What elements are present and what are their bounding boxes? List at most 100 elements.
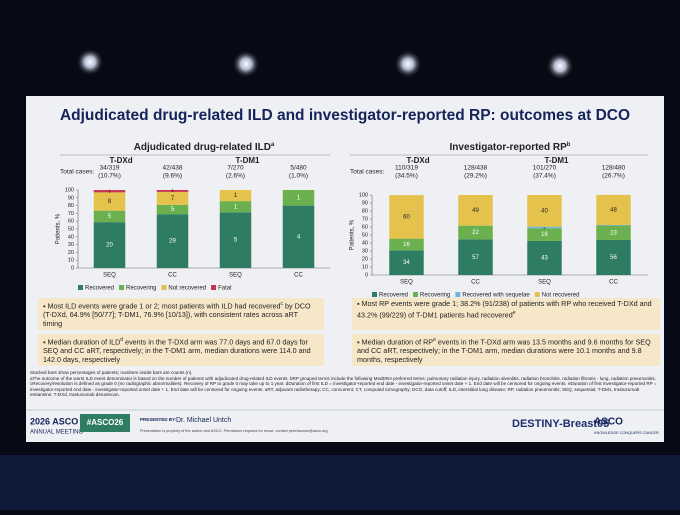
count-label: 16	[541, 232, 548, 238]
total-cases: (2.6%)	[226, 173, 245, 180]
legend-label: Recovered with sequelae	[462, 293, 530, 299]
bullet-box: ▪ Most ILD events were grade 1 or 2; mos…	[38, 298, 324, 330]
bar-segment	[156, 190, 189, 192]
x-tick-label: CC	[294, 273, 303, 279]
count-label: 40	[541, 208, 548, 214]
count-label: 23	[610, 230, 617, 236]
bullet-text: Most RP events were grade 1; 38.2% (91/2…	[357, 299, 652, 319]
bar-segment	[596, 224, 631, 226]
bullet: ▪	[357, 299, 362, 308]
x-tick-label: CC	[471, 280, 480, 286]
bullet-text: Median duration of ILD	[47, 337, 121, 347]
chart-title-text: Investigator-reported RP	[450, 142, 568, 153]
chart: Investigator-reported RPb Total cases: T-D…	[350, 142, 648, 299]
superscript: a	[271, 142, 275, 148]
bullet-box: ▪ Median duration of ILDd events in the …	[38, 334, 324, 366]
org-name: ASCO	[594, 417, 623, 428]
bar-segment	[156, 191, 189, 205]
legend-swatch	[534, 292, 540, 297]
hashtag: #ASCO26	[87, 418, 124, 427]
x-tick-label: SEQ	[538, 280, 551, 286]
y-tick-label: 70	[68, 211, 74, 217]
count-label: 34	[403, 260, 410, 266]
count-label: 8	[108, 199, 112, 205]
superscript: c	[280, 301, 283, 307]
count-label: 16	[403, 242, 410, 248]
group-label: T-DXd	[407, 156, 430, 165]
total-cases: (29.2%)	[464, 173, 487, 180]
bar-segment	[93, 210, 126, 223]
total-cases-label: Total cases:	[60, 169, 95, 176]
count-label: 4	[297, 234, 301, 240]
x-tick-label: CC	[168, 273, 177, 279]
hashtag-badge	[80, 414, 130, 432]
total-cases: (1.0%)	[289, 173, 308, 180]
bullet: ▪	[43, 301, 48, 311]
trial-name: DESTINY-Breast05	[512, 418, 609, 430]
presenter: Dr. Michael Untch	[176, 417, 231, 424]
bar-segment	[219, 190, 252, 202]
chart-title-text: Adjudicated drug-related ILD	[134, 142, 271, 153]
y-tick-label: 40	[362, 240, 368, 246]
bar-segment	[527, 240, 562, 275]
bullet: ▪	[43, 337, 48, 347]
count-label: 57	[472, 255, 479, 261]
count-label: 1	[234, 204, 238, 210]
chart: Adjudicated drug-related ILDa Total cases…	[56, 142, 330, 292]
bar-segment	[458, 239, 493, 275]
count-label: 49	[472, 208, 479, 214]
bar-segment	[156, 214, 189, 268]
count-label: 56	[610, 255, 617, 261]
total-cases-label: Total cases:	[350, 169, 385, 176]
y-tick-label: 60	[362, 224, 368, 230]
y-tick-label: 100	[65, 187, 74, 193]
bar-segment	[596, 194, 631, 225]
y-tick-label: 50	[68, 226, 74, 232]
meeting-year: 2026 ASCO	[30, 416, 78, 426]
text-box: ▪ Median duration of RPe events in the T…	[352, 334, 660, 366]
legend-label: Recovered	[85, 286, 114, 292]
y-tick-label: 20	[68, 250, 74, 256]
count-label: 60	[403, 214, 410, 220]
group-label: T-DM1	[236, 156, 261, 165]
stage-light	[394, 50, 422, 78]
total-cases: 7/270	[227, 165, 244, 172]
superscript: d	[120, 337, 124, 343]
x-tick-label: CC	[609, 280, 618, 286]
legend-label: Fatal	[218, 286, 231, 292]
slide-footer	[26, 410, 664, 442]
legend-swatch	[372, 292, 377, 297]
total-cases: 128/480	[602, 165, 626, 172]
stage-light	[232, 50, 260, 78]
bar-segment	[219, 212, 252, 268]
y-tick-label: 0	[365, 272, 368, 278]
x-tick-label: SEQ	[400, 280, 413, 286]
y-tick-label: 100	[359, 192, 368, 198]
bullet-text: events in the T-DXd arm was 77.0 days an…	[43, 337, 311, 364]
y-tick-label: 70	[362, 216, 368, 222]
slide-title: Adjudicated drug-related ILD and investi…	[60, 107, 630, 124]
charts: Adjudicated drug-related ILDa Total cases…	[56, 142, 648, 299]
bullet-text: events in the T-DXd arm was 13.5 months …	[357, 337, 651, 364]
legend-label: Recovering	[420, 293, 450, 299]
legend-swatch	[455, 292, 461, 297]
text-box: ▪ Median duration of ILDd events in the …	[38, 334, 324, 366]
footnotes: Stacked bars show percentages of patient…	[30, 370, 660, 398]
count-label: 5	[171, 207, 175, 213]
count-label: 43	[541, 256, 548, 262]
superscript: e	[512, 309, 516, 316]
superscript: e	[433, 337, 436, 343]
bar-segment	[156, 204, 189, 215]
y-tick-label: 90	[362, 200, 368, 206]
permission-note: Presentation is property of the author a…	[140, 429, 329, 433]
bar-segment	[282, 190, 315, 206]
legend-label: Not recovered	[542, 293, 580, 299]
footnote-block: Stacked bars show percentages of patient…	[30, 370, 660, 398]
y-tick-label: 0	[71, 265, 74, 271]
stage-light	[546, 52, 574, 80]
bullet-box: ▪ Most RP events were grade 1; 38.2% (91…	[352, 298, 660, 330]
y-tick-label: 50	[362, 232, 368, 238]
bar-segment	[527, 226, 562, 229]
bar-segment	[389, 250, 424, 275]
total-cases: 5/480	[290, 165, 307, 172]
